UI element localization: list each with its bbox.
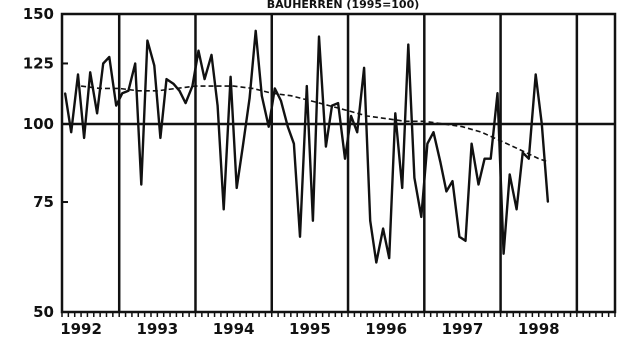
x-tick-label: 1993 [136,320,178,338]
data-point [547,201,549,203]
data-point [369,219,372,222]
data-point [413,176,416,179]
data-point [458,235,461,238]
y-tick-label: 150 [23,5,54,23]
chart-title: BAUHERREN (1995=100) [267,0,420,11]
data-point [325,145,327,148]
data-point [108,56,111,58]
data-point [260,94,263,97]
x-tick-label: 1994 [213,320,255,338]
data-point [331,104,333,107]
data-point [254,29,257,32]
x-tick-label: 1998 [518,320,560,338]
data-point [83,137,85,139]
data-point [280,99,282,102]
data-point [489,157,492,160]
data-point [439,160,442,163]
data-point [502,252,505,255]
data-point [241,145,244,148]
data-point [318,35,320,38]
data-point [451,180,454,183]
data-point [121,92,124,95]
x-tick-label: 1995 [289,320,331,338]
data-point [305,85,308,87]
data-point [420,216,423,218]
data-point [102,62,105,65]
data-point [172,82,175,85]
data-point [140,183,143,186]
data-point [508,173,511,176]
data-point [337,102,339,104]
data-line [63,29,550,264]
data-point [165,78,168,80]
x-tick-label: 1996 [365,320,407,338]
data-point [344,157,346,160]
data-point [382,227,384,230]
data-point [159,137,162,139]
y-tick-label: 75 [33,193,54,211]
data-point [248,97,251,99]
data-point [521,151,524,154]
data-point [470,142,473,145]
x-axis: 1992 1993 1994 1995 1996 1997 1998 [60,312,616,338]
data-point [197,49,200,52]
data-point [496,92,499,95]
data-point [394,112,397,115]
data-point [432,131,435,134]
y-tick-label: 125 [23,54,54,72]
series-group [63,29,550,264]
data-point [229,75,232,78]
data-point [401,187,404,189]
data-point [356,131,359,134]
grid [62,14,615,312]
data-point [146,39,149,42]
data-point [267,125,270,128]
data-point [70,131,73,134]
data-point [363,66,365,69]
data-point [222,208,225,211]
y-axis: 50 75 100 125 150 [23,5,68,321]
data-point [407,43,410,46]
data-point [299,235,301,238]
y-tick-label: 100 [23,115,54,133]
y-tick-label: 50 [33,303,54,321]
data-point [350,115,352,117]
data-point [216,104,219,107]
data-point [293,142,295,145]
data-point [210,54,213,56]
data-point [184,102,187,104]
data-point [540,123,543,125]
data-point [483,157,486,160]
data-point [235,187,238,189]
data-point [89,71,92,74]
data-point [115,104,118,107]
data-point [203,78,206,80]
data-point [388,257,391,259]
plot-frame [60,12,617,314]
data-point [534,73,537,76]
data-point [312,219,314,222]
data-point [445,190,448,193]
data-point [96,112,98,115]
x-tick-label: 1997 [442,320,484,338]
trend-line [81,85,549,163]
data-point [273,87,276,90]
data-point [286,125,289,128]
data-point [477,183,480,186]
x-tick-label: 1992 [60,320,102,338]
data-point [64,92,66,95]
data-point [375,261,378,264]
data-point [464,239,467,242]
data-point [426,142,429,145]
data-point [134,62,137,65]
data-point [178,89,181,92]
data-point [515,208,518,211]
data-point [153,64,156,67]
data-point [77,73,79,76]
data-point [527,157,530,160]
